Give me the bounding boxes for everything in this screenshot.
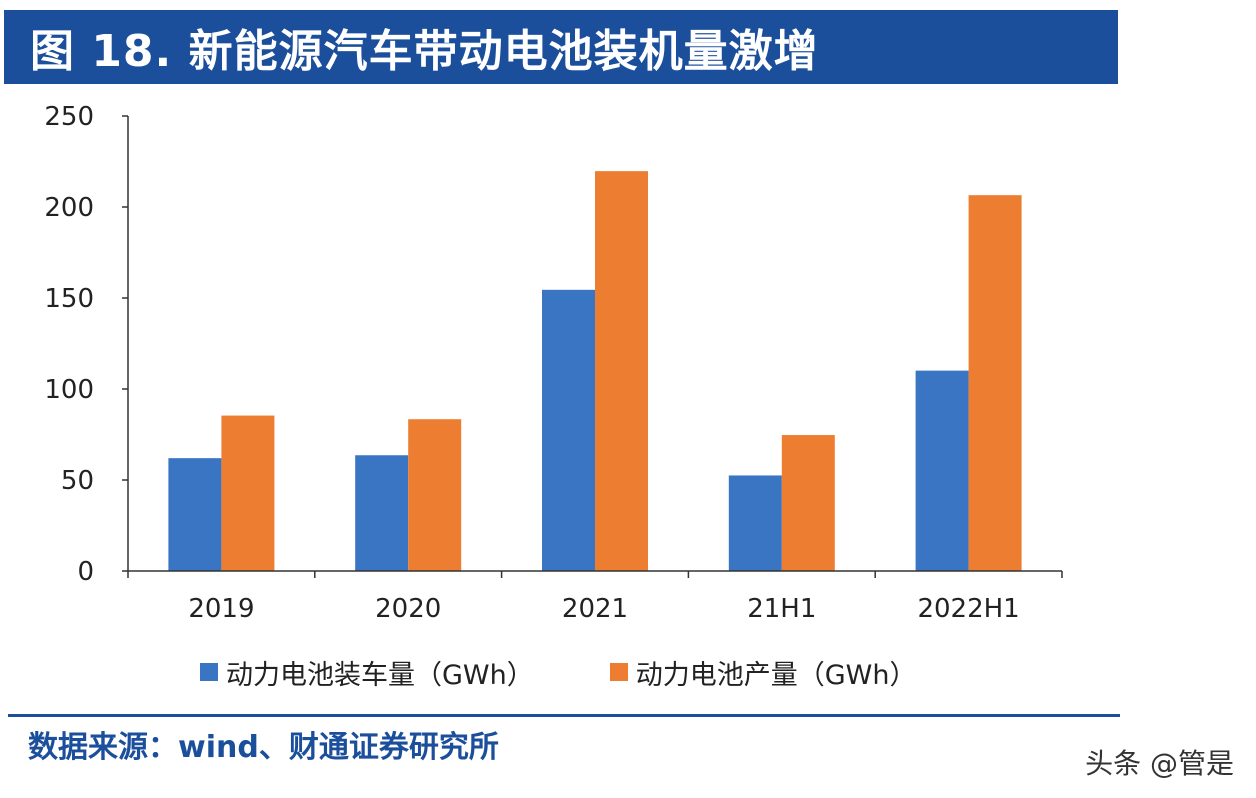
x-axis: 2019 2020 2021 21H1 2022H1 <box>127 570 1063 624</box>
data-source: 数据来源：wind、财通证券研究所 <box>28 730 499 765</box>
x-tick-label: 2020 <box>375 594 441 624</box>
y-tick-label: 250 <box>44 102 94 132</box>
y-axis: 0 50 100 150 200 250 <box>44 102 129 587</box>
legend: 动力电池装车量（GWh） 动力电池产量（GWh） <box>200 650 992 694</box>
source-divider <box>8 714 1120 717</box>
legend-label-production: 动力电池产量（GWh） <box>635 659 917 691</box>
y-tick-label: 50 <box>61 466 94 496</box>
bar-chart: 0 50 100 150 200 250 2019 2020 2021 21H1 2022H1 <box>44 102 1063 624</box>
bar-production-21h1 <box>781 435 835 571</box>
bar-production-2019 <box>221 415 275 571</box>
y-tick-label: 0 <box>77 557 94 587</box>
y-tick-label: 100 <box>44 375 94 405</box>
title-bar: 图 18. 新能源汽车带动电池装机量激增 <box>4 10 1118 84</box>
x-tick-label: 2021 <box>562 594 628 624</box>
bar-installed-2022h1 <box>915 370 969 571</box>
y-tick-label: 200 <box>44 193 94 223</box>
x-tick-label: 2022H1 <box>917 594 1019 624</box>
legend-swatch-production <box>609 663 628 681</box>
bars <box>168 171 1022 572</box>
legend-item-production: 动力电池产量（GWh） <box>609 653 917 692</box>
bar-production-2021 <box>595 171 648 571</box>
legend-label-installed: 动力电池装车量（GWh） <box>226 659 534 691</box>
watermark: 头条 @管是 <box>1085 747 1234 780</box>
x-tick-label: 2019 <box>188 594 254 624</box>
bar-production-2020 <box>408 419 462 571</box>
legend-swatch-installed <box>200 663 218 681</box>
bar-installed-2019 <box>168 458 222 571</box>
chart-title: 图 18. 新能源汽车带动电池装机量激增 <box>30 26 819 77</box>
bar-production-2022h1 <box>968 195 1022 572</box>
bar-installed-2020 <box>355 455 409 571</box>
x-tick-label: 21H1 <box>747 594 816 624</box>
bar-installed-21h1 <box>728 475 782 571</box>
bar-installed-2021 <box>542 289 595 571</box>
legend-item-installed: 动力电池装车量（GWh） <box>200 653 534 692</box>
y-tick-label: 150 <box>44 284 94 314</box>
